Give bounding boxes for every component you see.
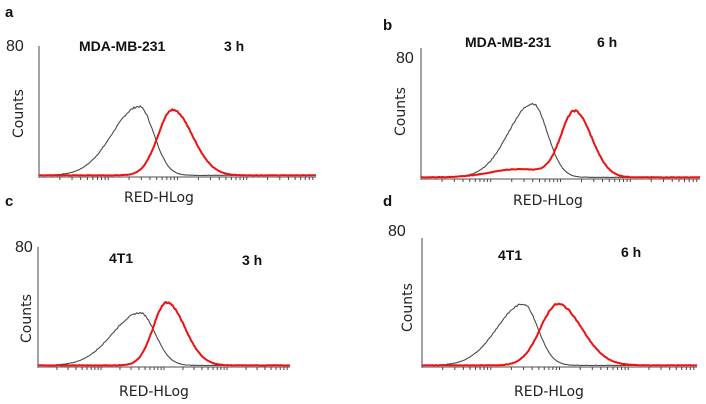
panel-letter-c: c	[5, 193, 13, 210]
panel-d: d 80 4T1 6 h Counts RED-HLog	[383, 193, 698, 400]
panel-c: c 80 4T1 3 h Counts RED-HLog	[5, 193, 291, 400]
histogram-treated	[420, 109, 701, 179]
y-axis-label: Counts	[19, 294, 35, 343]
histogram-treated	[37, 300, 291, 367]
x-axis-label: RED-HLog	[513, 193, 583, 209]
x-axis-ticks	[56, 367, 288, 370]
panel-letter-b: b	[383, 17, 392, 34]
x-axis-label: RED-HLog	[119, 384, 189, 400]
x-axis-ticks	[59, 177, 314, 180]
time-label: 3 h	[242, 252, 262, 268]
y-axis-label: Counts	[400, 283, 416, 332]
panel-a: a 80 MDA-MB-231 3 h Counts RED-HLog	[5, 4, 316, 206]
histogram-treated	[422, 302, 697, 367]
y-axis-label: Counts	[11, 89, 27, 138]
cell-line-title: MDA-MB-231	[79, 38, 166, 54]
histogram-control	[38, 105, 316, 177]
x-axis-label: RED-HLog	[124, 190, 194, 206]
cell-line-title: 4T1	[498, 247, 522, 263]
x-axis-ticks	[442, 367, 695, 370]
y-axis-label: Counts	[393, 87, 409, 136]
panel-letter-a: a	[5, 4, 14, 21]
time-label: 6 h	[621, 244, 641, 260]
cell-line-title: 4T1	[109, 250, 133, 266]
panel-letter-d: d	[383, 193, 392, 210]
y-max-tick-label: 80	[388, 223, 406, 240]
x-axis-ticks	[441, 179, 698, 182]
y-max-tick-label: 80	[15, 239, 33, 256]
time-label: 6 h	[597, 34, 617, 50]
time-label: 3 h	[224, 38, 244, 54]
histogram-control	[421, 102, 701, 179]
y-max-tick-label: 80	[6, 38, 24, 55]
cell-line-title: MDA-MB-231	[465, 34, 552, 50]
y-max-tick-label: 80	[396, 50, 414, 67]
histogram-control	[37, 311, 291, 367]
panel-b: b 80 MDA-MB-231 6 h Counts RED-HLog	[383, 17, 701, 209]
histogram-control	[421, 303, 698, 367]
x-axis-label: RED-HLog	[514, 384, 584, 400]
histogram-treated	[39, 107, 316, 177]
